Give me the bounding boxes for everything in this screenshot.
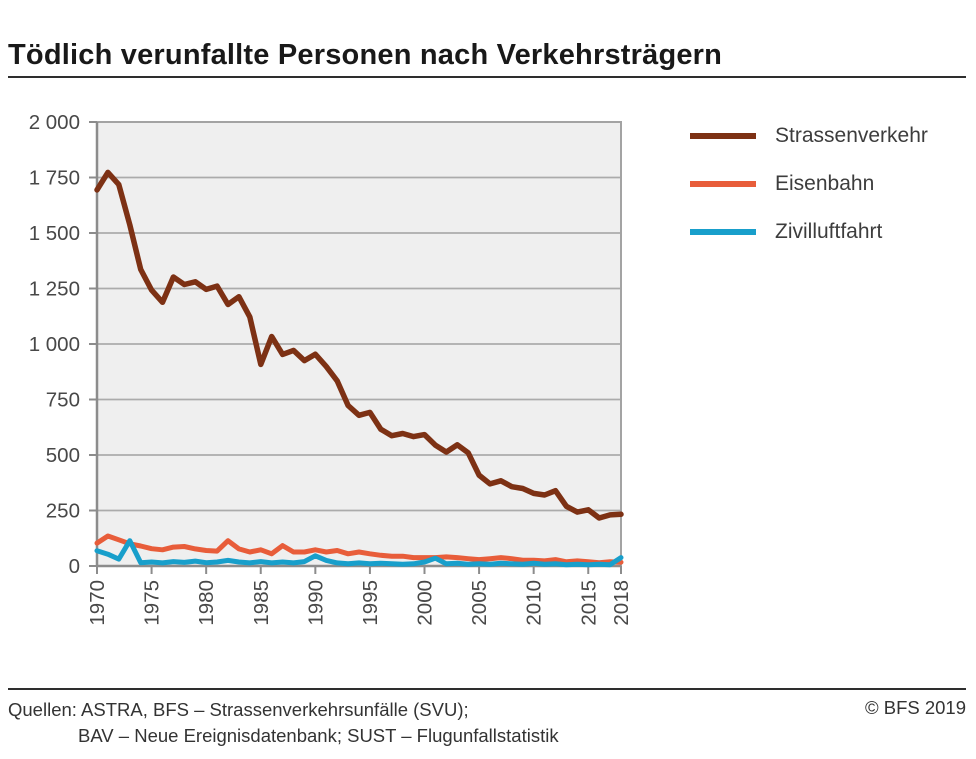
y-tick-label: 2 000 <box>29 111 80 134</box>
zivilluftfahrt-color-swatch <box>690 229 756 235</box>
x-tick-label: 1995 <box>359 580 382 626</box>
source-line-1: Quellen: ASTRA, BFS – Strassenverkehrsun… <box>8 697 559 723</box>
legend-label: Eisenbahn <box>775 172 875 195</box>
x-tick-label: 2015 <box>577 580 600 626</box>
x-tick-label: 1990 <box>304 580 327 626</box>
y-tick-label: 250 <box>46 500 80 523</box>
page-title: Tödlich verunfallte Personen nach Verkeh… <box>8 39 723 72</box>
x-tick-label: 1980 <box>195 580 218 626</box>
source-text: Quellen: ASTRA, BFS – Strassenverkehrsun… <box>8 697 559 749</box>
x-tick-label: 2005 <box>468 580 491 626</box>
y-tick-label: 750 <box>46 389 80 412</box>
sources-value-1: ASTRA, BFS – Strassenverkehrsunfälle (SV… <box>81 699 469 720</box>
sources-label: Quellen: <box>8 699 77 720</box>
y-tick-label: 1 500 <box>29 222 80 245</box>
series-line-zivilluftfahrt <box>94 538 624 568</box>
series-line-eisenbahn <box>94 533 624 566</box>
legend: Strassenverkehr Eisenbahn Zivilluftfahrt <box>690 112 928 256</box>
x-tick-label: 1975 <box>141 580 164 626</box>
sources-value-2: BAV – Neue Ereignisdatenbank; SUST – Flu… <box>78 725 559 746</box>
footer-divider <box>8 688 966 690</box>
strassenverkehr-color-swatch <box>690 133 756 139</box>
y-tick-label: 1 750 <box>29 167 80 190</box>
x-axis-ticks-labels: 1970 1975 1980 1985 1990 1995 2000 2005 2010 2015… <box>86 566 633 626</box>
x-tick-label: 2018 <box>610 580 633 626</box>
series-line-strassenverkehr <box>94 169 624 521</box>
x-tick-label: 2000 <box>414 580 437 626</box>
legend-label: Strassenverkehr <box>775 124 928 147</box>
copyright: © BFS 2019 <box>864 697 966 718</box>
y-axis-ticks-labels: 0 250 500 750 1 000 1 250 1 500 1 750 2 000 <box>29 111 97 578</box>
legend-label: Zivilluftfahrt <box>775 220 883 243</box>
x-tick-label: 2010 <box>523 580 546 626</box>
legend-item-eisenbahn: Eisenbahn <box>690 160 928 208</box>
legend-item-strassenverkehr: Strassenverkehr <box>690 112 928 160</box>
y-tick-label: 0 <box>69 555 80 578</box>
y-tick-label: 500 <box>46 444 80 467</box>
y-tick-label: 1 000 <box>29 333 80 356</box>
legend-item-zivilluftfahrt: Zivilluftfahrt <box>690 208 928 256</box>
eisenbahn-color-swatch <box>690 181 756 187</box>
x-tick-label: 1970 <box>86 580 109 626</box>
source-line-2: BAV – Neue Ereignisdatenbank; SUST – Flu… <box>78 723 559 749</box>
y-tick-label: 1 250 <box>29 278 80 301</box>
x-tick-label: 1985 <box>250 580 273 626</box>
title-divider <box>8 76 966 78</box>
